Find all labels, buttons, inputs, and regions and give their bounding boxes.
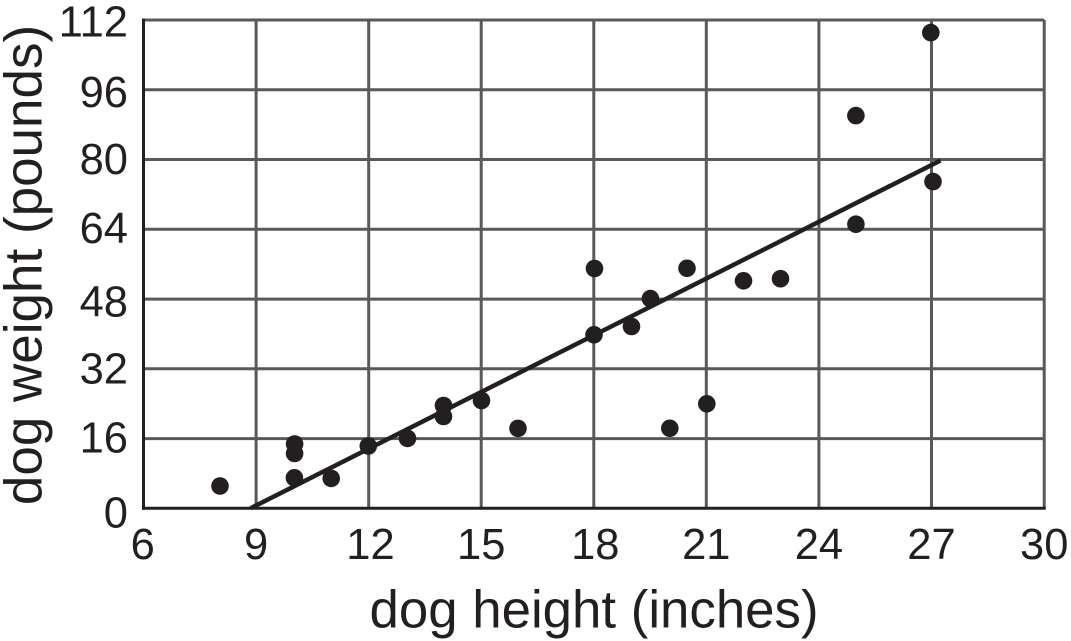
- svg-text:0: 0: [104, 490, 128, 538]
- svg-text:21: 21: [682, 521, 730, 569]
- svg-text:12: 12: [346, 521, 394, 569]
- svg-text:15: 15: [457, 521, 505, 569]
- svg-text:dog weight (pounds): dog weight (pounds): [0, 25, 54, 505]
- svg-text:9: 9: [244, 521, 268, 569]
- svg-text:16: 16: [80, 415, 128, 463]
- svg-text:dog height (inches): dog height (inches): [369, 581, 818, 640]
- svg-text:32: 32: [80, 346, 128, 394]
- svg-text:80: 80: [80, 136, 128, 184]
- svg-text:24: 24: [795, 521, 843, 569]
- svg-text:64: 64: [80, 205, 128, 253]
- svg-text:96: 96: [80, 69, 128, 117]
- svg-text:6: 6: [131, 521, 155, 569]
- svg-text:27: 27: [907, 521, 955, 569]
- svg-text:48: 48: [80, 279, 128, 327]
- svg-text:112: 112: [59, 0, 128, 47]
- svg-text:30: 30: [1020, 521, 1068, 569]
- svg-text:18: 18: [571, 521, 619, 569]
